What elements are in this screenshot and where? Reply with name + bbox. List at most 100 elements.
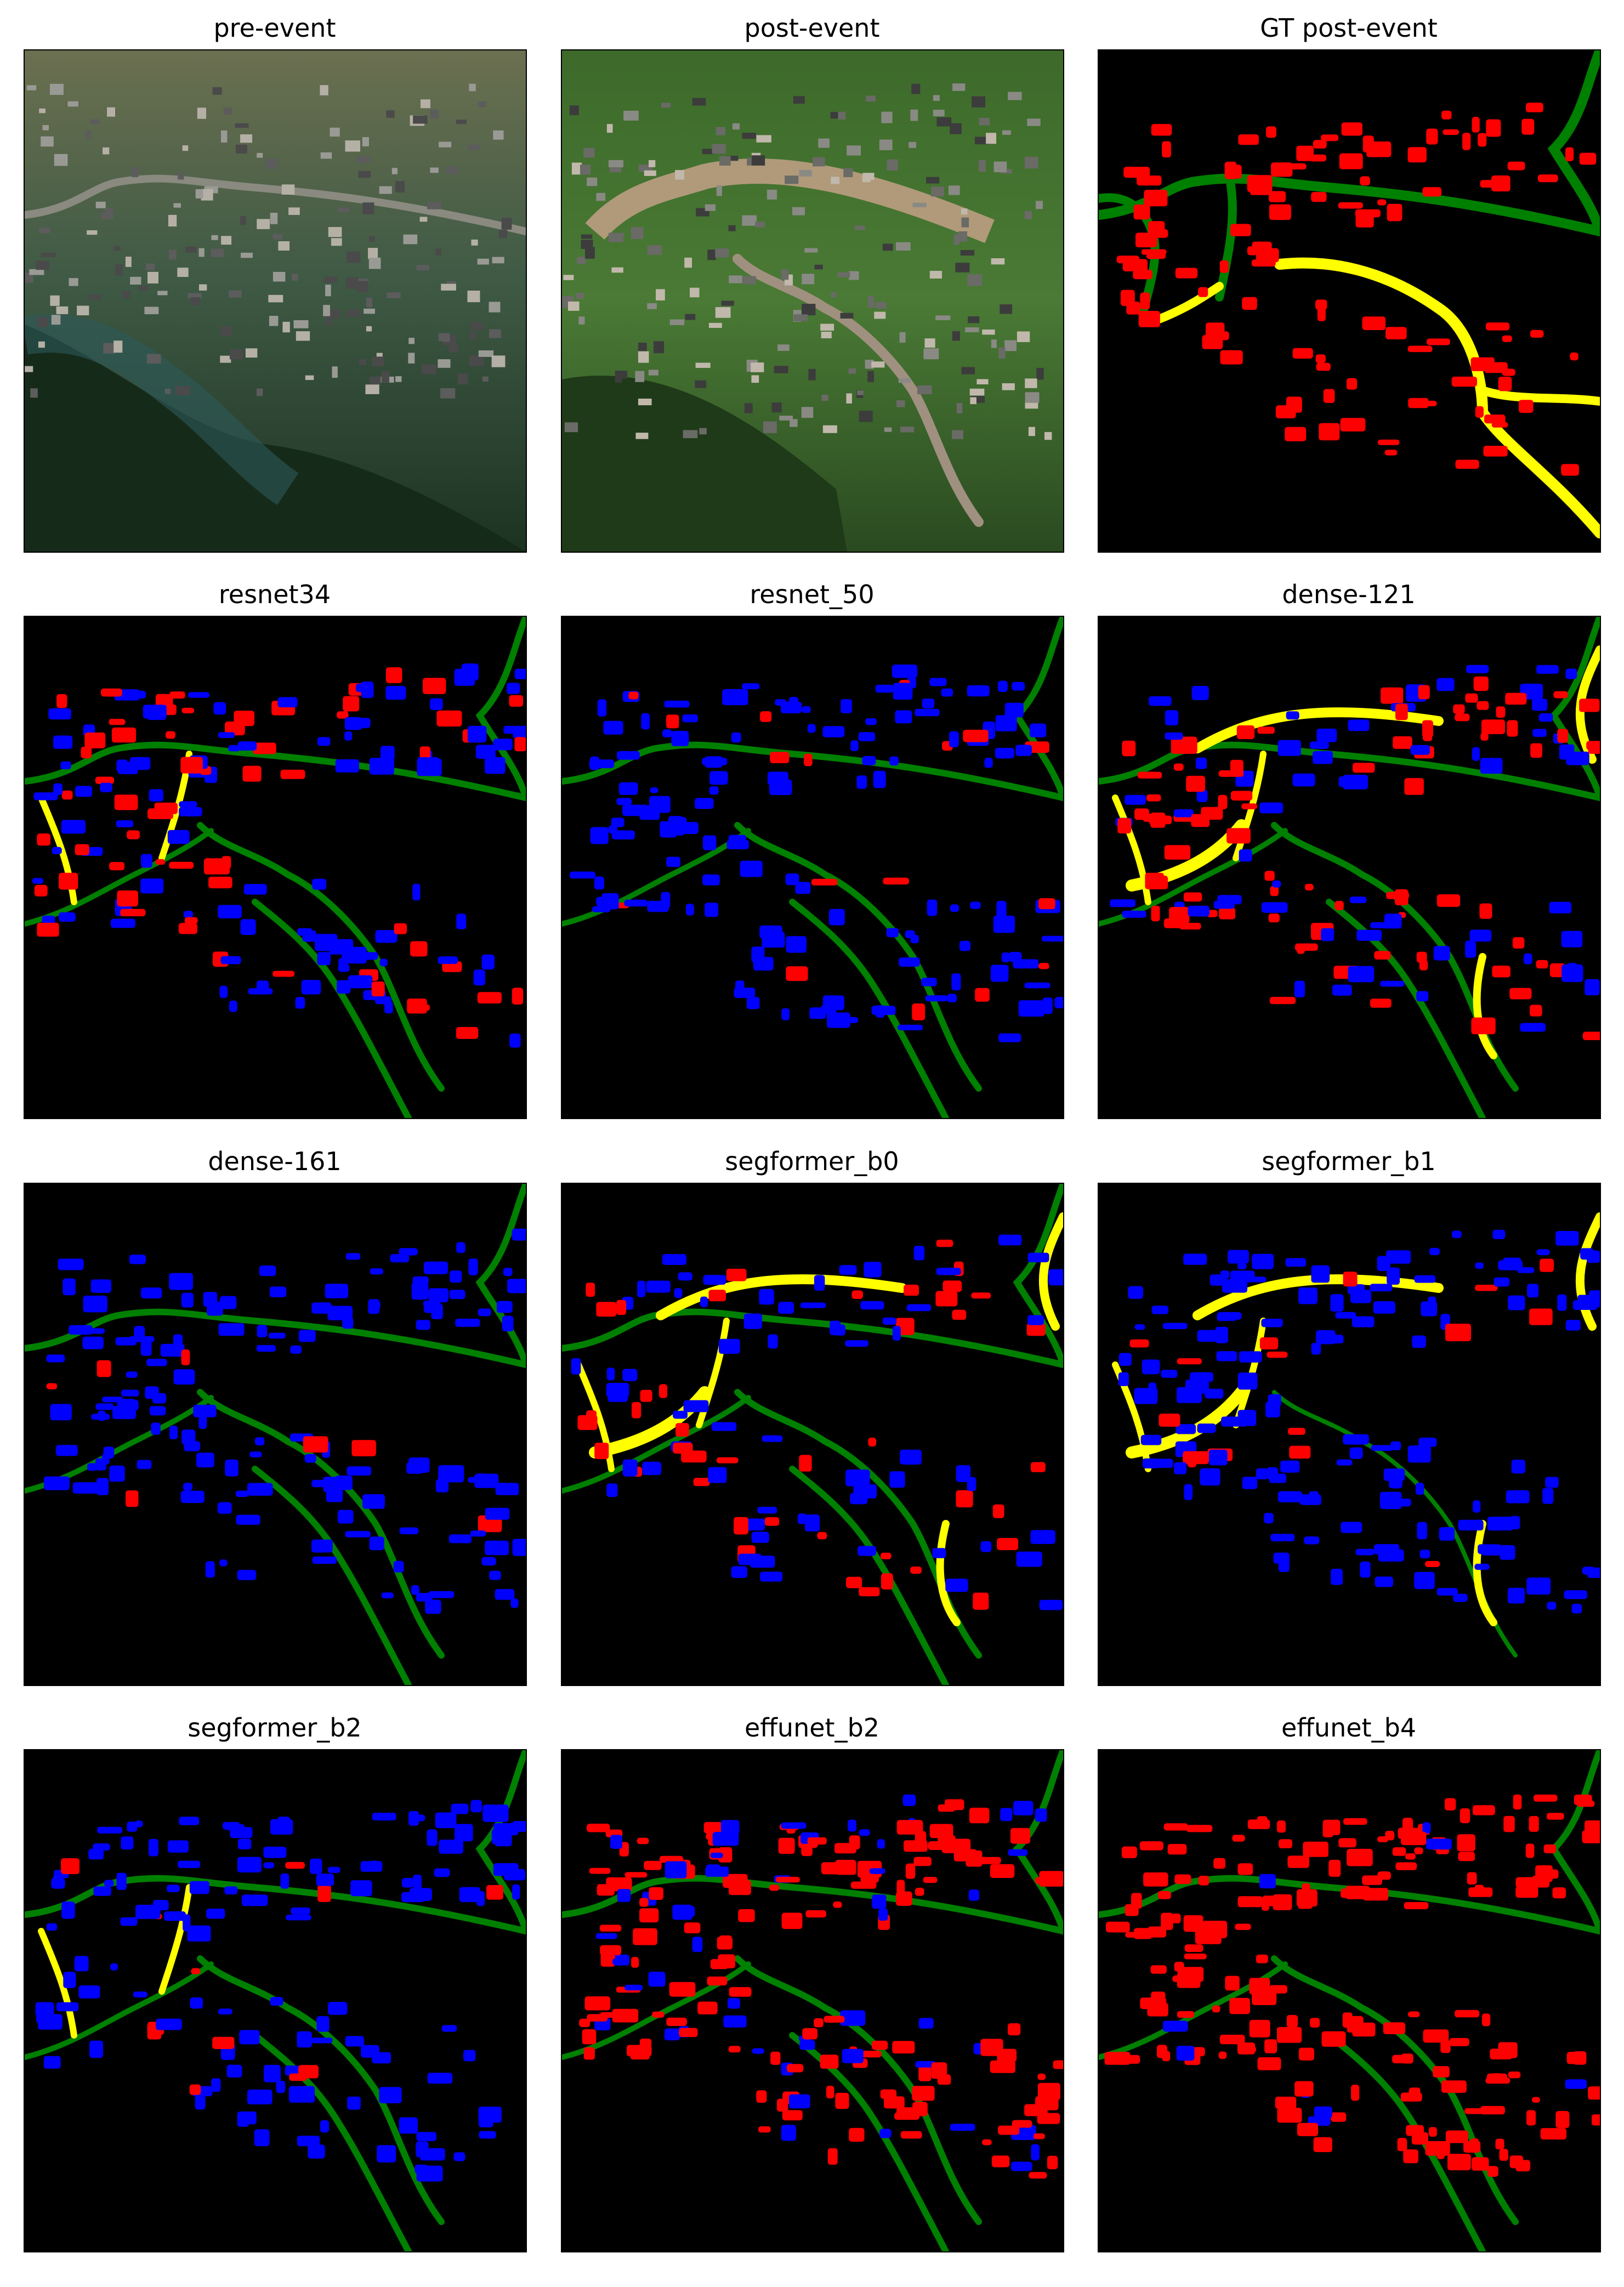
building-blob — [873, 770, 886, 788]
building-blob — [1186, 775, 1205, 792]
road-segment — [197, 822, 445, 1092]
building-blob — [1500, 1545, 1515, 1560]
roof — [792, 207, 805, 215]
roof — [469, 331, 476, 340]
building-blob — [1465, 940, 1476, 958]
building-blob — [1145, 872, 1164, 889]
building-blob — [802, 706, 811, 713]
building-blob — [1133, 205, 1150, 220]
roof — [910, 109, 918, 121]
roof — [747, 157, 753, 166]
building-blob — [945, 1579, 968, 1592]
building-blob — [594, 1443, 609, 1460]
building-blob — [226, 2064, 242, 2078]
roof — [198, 248, 205, 257]
building-blob — [277, 697, 298, 707]
building-blob — [369, 1536, 384, 1551]
building-blob — [1447, 2154, 1471, 2171]
building-blob — [1134, 1928, 1152, 1939]
building-blob — [412, 883, 421, 901]
roof — [998, 347, 1006, 359]
roof — [491, 355, 506, 367]
building-blob — [32, 878, 44, 884]
building-blob — [408, 1811, 419, 1826]
roof — [879, 139, 893, 150]
building-blob — [892, 1326, 901, 1341]
building-blob — [1315, 354, 1326, 364]
building-blob — [1221, 1416, 1248, 1427]
building-blob — [778, 1302, 794, 1314]
building-blob — [851, 1290, 863, 1299]
building-blob — [915, 708, 940, 717]
roof — [103, 147, 110, 155]
building-blob — [941, 688, 953, 697]
roof — [871, 361, 885, 368]
building-blob — [46, 1383, 58, 1389]
building-blob — [514, 737, 526, 752]
road-segment — [562, 1395, 751, 1494]
roof — [933, 95, 940, 101]
building-blob — [83, 1296, 107, 1313]
building-blob — [1195, 757, 1207, 769]
building-blob — [1315, 299, 1327, 310]
building-blob — [456, 913, 467, 929]
building-blob — [584, 1996, 611, 2011]
roof — [478, 350, 494, 357]
roof — [220, 130, 228, 143]
building-blob — [399, 1527, 419, 1535]
building-blob — [385, 686, 406, 700]
building-blob — [967, 685, 990, 697]
roof — [395, 181, 405, 192]
building-blob — [893, 683, 913, 700]
building-blob — [1472, 117, 1480, 133]
building-blob — [1404, 778, 1424, 795]
building-blob — [43, 2056, 61, 2069]
building-blob — [218, 732, 235, 738]
roof — [596, 192, 606, 201]
building-blob — [384, 1001, 393, 1014]
building-blob — [1184, 1953, 1207, 1960]
roof — [269, 316, 279, 326]
building-blob — [1000, 1808, 1013, 1821]
building-blob — [949, 731, 959, 747]
roof — [387, 292, 401, 298]
building-blob — [910, 1567, 922, 1574]
building-blob — [1422, 187, 1441, 197]
building-blob — [1530, 330, 1544, 338]
building-blob — [597, 699, 607, 717]
building-blob — [412, 1276, 429, 1284]
building-blob — [611, 818, 624, 827]
roof — [420, 99, 430, 109]
building-blob — [485, 1540, 509, 1556]
roof — [182, 145, 189, 151]
building-blob — [1549, 963, 1565, 978]
building-blob — [1186, 1825, 1213, 1832]
building-blob — [101, 688, 122, 697]
building-blob — [662, 729, 672, 737]
building-blob — [399, 1248, 418, 1256]
building-blob — [513, 729, 526, 739]
roof — [323, 276, 338, 283]
building-blob — [719, 1338, 740, 1354]
building-blob — [577, 1415, 598, 1430]
building-blob — [675, 1423, 689, 1437]
building-blob — [1171, 736, 1197, 754]
building-blob — [1144, 190, 1168, 207]
pre-event-image — [24, 49, 527, 553]
building-blob — [1121, 1846, 1137, 1858]
building-blob — [385, 667, 402, 683]
building-blob — [370, 1268, 384, 1275]
building-blob — [1338, 202, 1364, 209]
roof — [270, 213, 278, 224]
building-blob — [1423, 2029, 1449, 2043]
building-blob — [1414, 1275, 1436, 1283]
building-blob — [337, 1509, 354, 1524]
building-blob — [141, 854, 152, 868]
building-blob — [708, 1290, 726, 1302]
building-blob — [1519, 400, 1534, 413]
building-blob — [337, 980, 351, 994]
building-blob — [390, 1254, 410, 1263]
building-blob — [1370, 1284, 1393, 1292]
building-blob — [1150, 1965, 1167, 1974]
building-blob — [590, 827, 609, 844]
